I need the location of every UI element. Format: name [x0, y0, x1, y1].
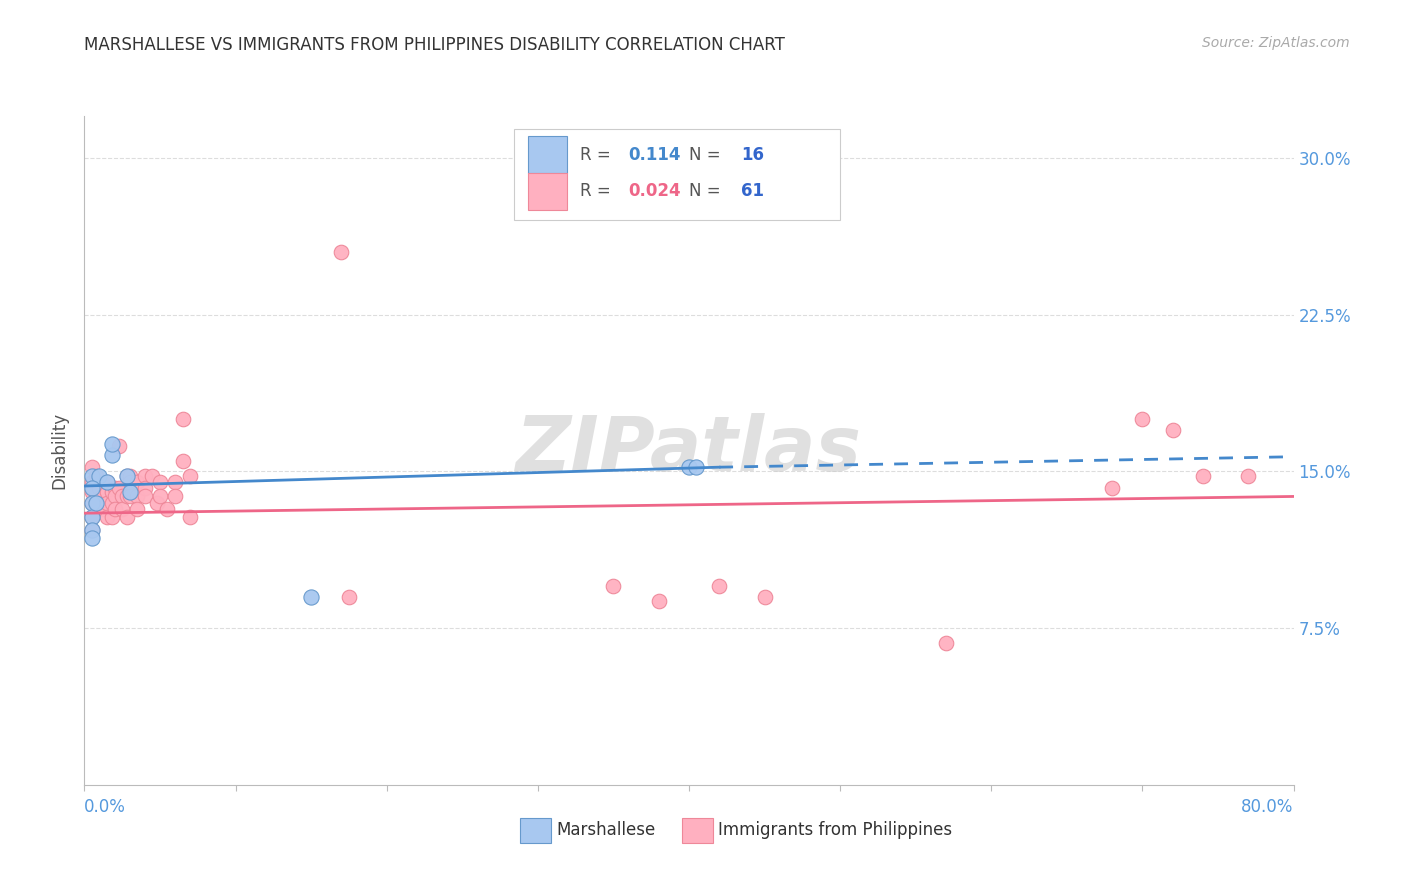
Point [104, 490, 127, 504]
Point [118, 468, 141, 483]
Text: Marshallese: Marshallese [557, 822, 657, 839]
Point [678, 460, 700, 475]
FancyBboxPatch shape [529, 173, 567, 210]
Text: R =: R = [581, 182, 616, 200]
Point [709, 579, 731, 593]
Y-axis label: Disability: Disability [51, 412, 69, 489]
Point [86, 496, 108, 510]
Text: 0.024: 0.024 [628, 182, 681, 200]
Point [104, 481, 127, 495]
Point [141, 468, 163, 483]
Point [80, 496, 103, 510]
Point [179, 510, 201, 524]
Point [100, 448, 122, 462]
Point [80, 510, 103, 524]
Point [115, 490, 138, 504]
Point [146, 496, 169, 510]
Point [111, 490, 134, 504]
Point [134, 481, 156, 495]
Point [179, 468, 201, 483]
Point [91, 490, 114, 504]
Point [111, 502, 134, 516]
Point [165, 475, 187, 489]
Text: Immigrants from Philippines: Immigrants from Philippines [718, 822, 953, 839]
Text: 0.114: 0.114 [628, 145, 681, 164]
Text: MARSHALLESE VS IMMIGRANTS FROM PHILIPPINES DISABILITY CORRELATION CHART: MARSHALLESE VS IMMIGRANTS FROM PHILIPPIN… [84, 36, 785, 54]
Point [80, 460, 103, 475]
Text: 0.0%: 0.0% [84, 798, 127, 816]
Point [80, 531, 103, 545]
Point [134, 490, 156, 504]
Point [1192, 468, 1215, 483]
Point [118, 475, 141, 489]
Point [115, 510, 138, 524]
Point [754, 590, 776, 604]
Point [127, 502, 149, 516]
Point [602, 579, 624, 593]
Point [134, 468, 156, 483]
Point [100, 510, 122, 524]
Point [80, 481, 103, 495]
Point [96, 496, 118, 510]
Point [115, 468, 138, 483]
Point [89, 496, 111, 510]
Point [118, 485, 141, 500]
Point [1161, 423, 1184, 437]
Point [108, 439, 131, 453]
Point [685, 460, 707, 475]
Point [96, 485, 118, 500]
Point [1130, 412, 1153, 426]
Text: ZIPatlas: ZIPatlas [516, 414, 862, 487]
Text: 16: 16 [741, 145, 763, 164]
Point [172, 454, 194, 468]
Text: Source: ZipAtlas.com: Source: ZipAtlas.com [1202, 36, 1350, 50]
Point [80, 523, 103, 537]
Text: 80.0%: 80.0% [1241, 798, 1294, 816]
Point [156, 502, 179, 516]
Point [115, 468, 138, 483]
Point [100, 496, 122, 510]
Point [108, 481, 131, 495]
Point [93, 502, 115, 516]
Point [149, 475, 172, 489]
Point [172, 412, 194, 426]
Point [86, 468, 108, 483]
Text: R =: R = [581, 145, 616, 164]
Point [89, 481, 111, 495]
Point [100, 437, 122, 451]
Point [118, 490, 141, 504]
Point [337, 590, 360, 604]
Point [671, 140, 693, 154]
Point [127, 490, 149, 504]
Point [1237, 468, 1260, 483]
Point [96, 510, 118, 524]
Point [104, 502, 127, 516]
Text: N =: N = [689, 182, 725, 200]
Point [89, 468, 111, 483]
Point [96, 475, 118, 489]
Point [96, 475, 118, 489]
Point [80, 496, 103, 510]
FancyBboxPatch shape [529, 136, 567, 173]
Text: 61: 61 [741, 182, 763, 200]
Point [80, 510, 103, 524]
Point [648, 594, 671, 608]
Point [80, 523, 103, 537]
Point [80, 468, 103, 483]
Point [80, 475, 103, 489]
Point [165, 490, 187, 504]
Point [100, 485, 122, 500]
Point [80, 485, 103, 500]
Point [935, 636, 957, 650]
Text: N =: N = [689, 145, 725, 164]
FancyBboxPatch shape [513, 129, 841, 219]
Point [149, 490, 172, 504]
Point [330, 244, 353, 259]
Point [1101, 481, 1123, 495]
Point [127, 475, 149, 489]
Point [299, 590, 322, 604]
